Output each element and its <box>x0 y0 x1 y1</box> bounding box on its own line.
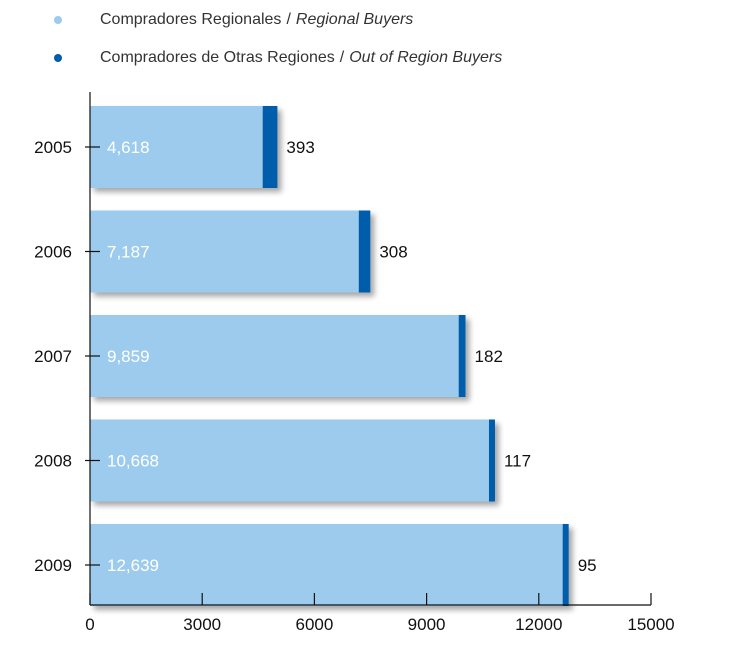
legend-swatch-out-of-region <box>54 54 62 62</box>
value-label-regional-2006: 7,187 <box>107 243 150 262</box>
legend-item-out-of-region: Compradores de Otras Regiones / Out of Reg… <box>48 46 502 70</box>
bar-out-of-region-2005 <box>262 106 278 188</box>
value-label-regional-2005: 4,618 <box>107 138 150 157</box>
category-label-2005: 2005 <box>34 138 72 157</box>
x-tick-label-9000: 9000 <box>408 615 446 634</box>
category-label-2009: 2009 <box>34 556 72 575</box>
bar-out-of-region-2008 <box>488 419 495 502</box>
x-tick-label-12000: 12000 <box>515 615 562 634</box>
value-label-regional-2008: 10,668 <box>107 452 159 471</box>
bar-group-2007 <box>90 315 466 397</box>
category-label-2008: 2008 <box>34 452 72 471</box>
bar-group-2005 <box>90 106 278 188</box>
value-label-regional-2009: 12,639 <box>107 556 159 575</box>
x-tick-label-0: 0 <box>85 615 94 634</box>
x-tick-label-3000: 3000 <box>183 615 221 634</box>
bar-out-of-region-2009 <box>562 524 569 606</box>
value-label-out-of-region-2008: 117 <box>504 452 531 471</box>
x-tick-label-6000: 6000 <box>295 615 333 634</box>
category-label-2007: 2007 <box>34 347 72 366</box>
x-tick-label-15000: 15000 <box>627 615 674 634</box>
bar-group-2008 <box>90 419 495 502</box>
value-label-out-of-region-2007: 182 <box>475 347 503 366</box>
value-label-out-of-region-2009: 95 <box>578 556 597 575</box>
bar-regional-2007 <box>90 315 459 397</box>
bar-out-of-region-2007 <box>458 315 466 397</box>
bar-group-2009 <box>90 524 569 606</box>
legend-item-regional: Compradores Regionales / Regional Buyers <box>48 8 413 32</box>
bar-regional-2008 <box>90 419 489 502</box>
legend-label-out-of-region: Compradores de Otras Regiones / Out of Reg… <box>100 49 503 66</box>
bar-group-2006 <box>90 210 371 293</box>
value-label-out-of-region-2005: 393 <box>286 138 314 157</box>
legend-swatch-regional <box>54 16 62 24</box>
bar-regional-2009 <box>90 524 563 606</box>
category-label-2006: 2006 <box>34 243 72 262</box>
bar-out-of-region-2006 <box>358 210 371 293</box>
bar-regional-2005 <box>90 106 263 188</box>
value-label-out-of-region-2006: 308 <box>379 243 407 262</box>
legend-label-regional: Compradores Regionales / Regional Buyers <box>100 11 414 28</box>
value-label-regional-2007: 9,859 <box>107 347 150 366</box>
bar-regional-2006 <box>90 210 359 293</box>
